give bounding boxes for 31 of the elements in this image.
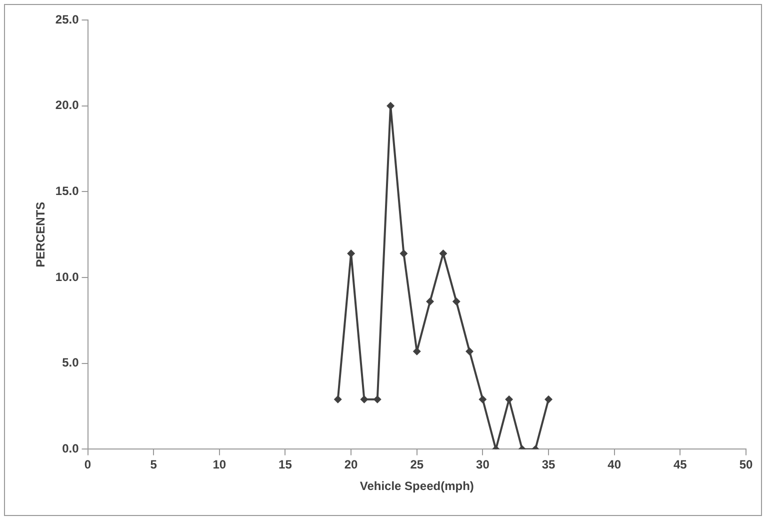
point: [466, 347, 474, 356]
point: [452, 298, 460, 306]
point: [478, 395, 487, 404]
y-tick-label: 10.0: [55, 270, 80, 284]
point: [544, 395, 553, 404]
y-tick-label: 0.0: [62, 442, 80, 456]
point: [386, 102, 395, 110]
x-tick-label: 50: [739, 458, 753, 472]
x-tick-label: 40: [608, 458, 622, 472]
point: [360, 395, 368, 404]
x-tick-label: 15: [278, 458, 292, 472]
y-tick-label: 5.0: [62, 356, 80, 370]
point: [426, 298, 434, 306]
y-tick-label: 15.0: [55, 184, 80, 198]
x-tick-label: 0: [84, 458, 92, 472]
x-tick-label: 5: [150, 458, 158, 472]
y-tick-label: 20.0: [55, 98, 80, 112]
point: [334, 395, 342, 404]
point: [400, 249, 408, 258]
x-tick-label: 20: [344, 458, 358, 472]
point: [439, 249, 448, 258]
y-tick-label: 25.0: [55, 12, 80, 26]
y-axis-title: PERCENTS: [34, 202, 48, 268]
x-tick-label: 30: [476, 458, 490, 472]
x-tick-label: 35: [542, 458, 556, 472]
x-axis-title: Vehicle Speed(mph): [360, 479, 474, 494]
point: [373, 395, 382, 404]
x-tick-label: 10: [212, 458, 226, 472]
x-tick-label: 25: [410, 458, 424, 472]
x-tick-label: 45: [673, 458, 688, 472]
point: [347, 249, 356, 258]
